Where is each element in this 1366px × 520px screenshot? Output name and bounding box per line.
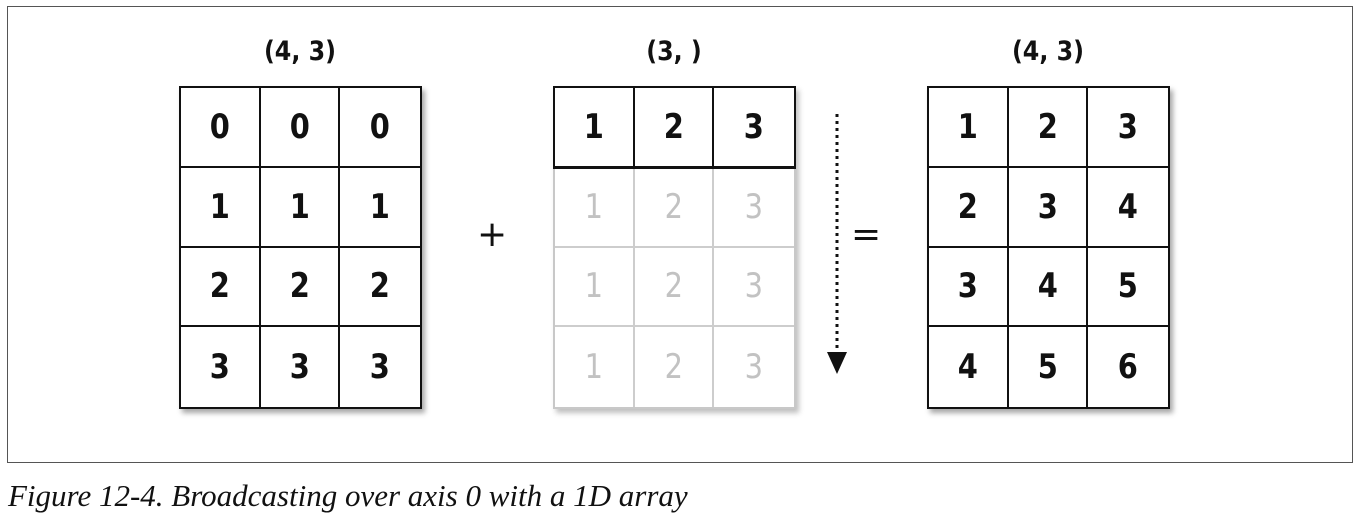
array-cell: 1 xyxy=(181,167,261,248)
equals-sign: = xyxy=(851,214,882,255)
plus-sign: + xyxy=(477,214,508,255)
broadcast-cell: 3 xyxy=(714,168,794,248)
array-cell: 1 xyxy=(929,88,1009,168)
broadcast-cell: 3 xyxy=(744,347,764,388)
broadcast-cell: 2 xyxy=(634,247,715,328)
array-cell: 5 xyxy=(1009,327,1089,407)
array-cell: 3 xyxy=(370,347,391,388)
array-cell: 2 xyxy=(1008,88,1089,168)
array-cell: 5 xyxy=(1088,248,1168,328)
left-array-shape-label: (4, 3) xyxy=(263,36,337,67)
array-cell: 3 xyxy=(929,247,1009,328)
array-cell: 3 xyxy=(1088,88,1168,168)
array-cell: 3 xyxy=(261,327,341,407)
array-cell: 1 xyxy=(340,168,420,248)
array-cell: 6 xyxy=(1118,347,1139,388)
array-cell: 0 xyxy=(181,88,261,168)
array-cell: 0 xyxy=(340,88,420,168)
figure-caption: Figure 12-4. Broadcasting over axis 0 wi… xyxy=(8,478,688,513)
array-cell: 2 xyxy=(634,88,715,168)
array-cell: 1 xyxy=(555,88,635,168)
broadcast-cell: 2 xyxy=(635,327,715,407)
middle-array-grid: 1 2 3 1 2 3 1 2 3 1 2 3 xyxy=(553,86,796,409)
array-cell: 2 xyxy=(340,248,420,328)
array-cell: 1 xyxy=(260,167,341,248)
array-cell: 2 xyxy=(260,247,341,328)
broadcast-cell: 1 xyxy=(555,247,635,328)
result-array-shape-label: (4, 3) xyxy=(1011,36,1085,67)
middle-array-shape-label: (3, ) xyxy=(646,36,702,67)
array-cell: 2 xyxy=(181,247,261,328)
array-cell: 3 xyxy=(181,327,261,407)
array-cell: 0 xyxy=(260,88,341,168)
array-cell: 4 xyxy=(929,327,1009,407)
array-cell: 4 xyxy=(1088,168,1168,248)
broadcast-arrow-icon xyxy=(827,114,847,374)
broadcast-cell: 1 xyxy=(555,327,635,407)
array-cell: 3 xyxy=(1008,167,1089,248)
array-cell: 4 xyxy=(1008,247,1089,328)
broadcast-cell: 3 xyxy=(714,248,794,328)
array-cell: 3 xyxy=(714,88,794,168)
broadcast-cell: 2 xyxy=(634,167,715,248)
array-cell: 2 xyxy=(929,167,1009,248)
broadcast-cell: 1 xyxy=(555,167,635,248)
result-array-grid: 1 2 3 2 3 4 3 4 5 4 5 6 xyxy=(927,86,1170,409)
left-array-grid: 0 0 0 1 1 1 2 2 2 3 3 3 xyxy=(179,86,422,409)
